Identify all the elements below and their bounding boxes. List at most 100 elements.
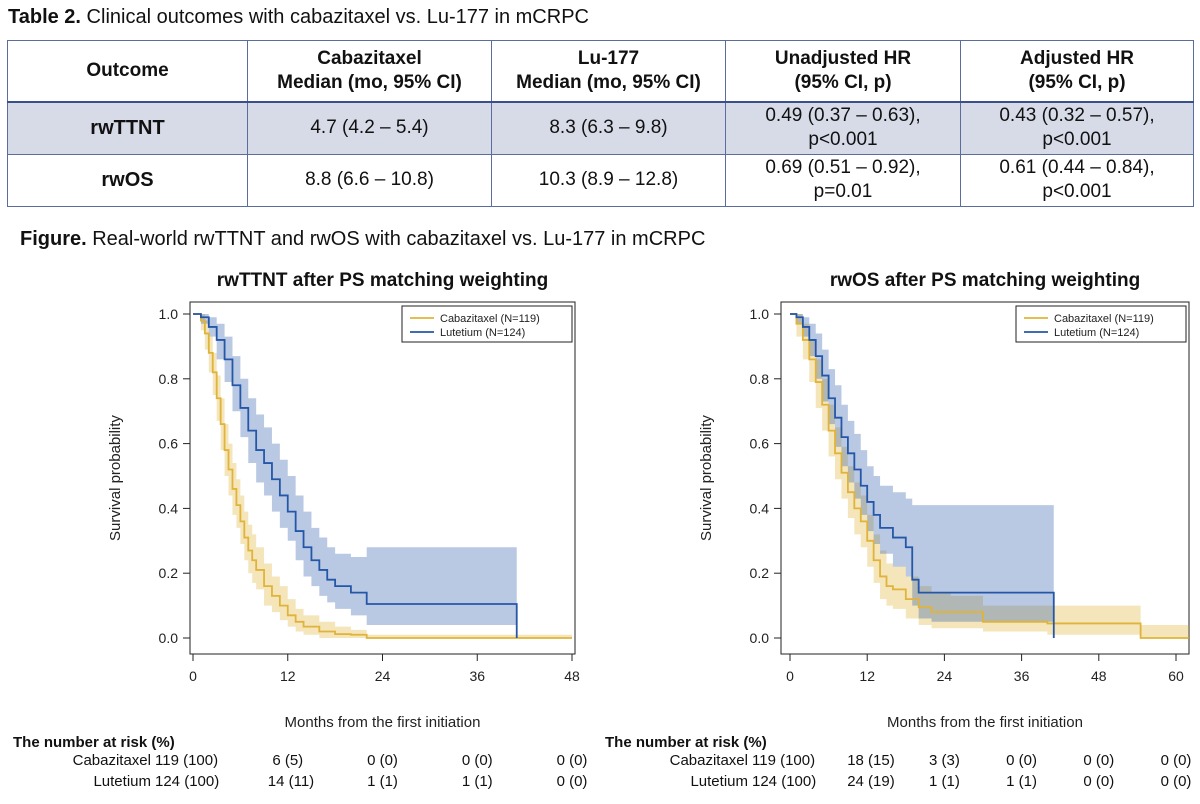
row-adjusted-hr: 0.43 (0.32 – 0.57), p<0.001 [960,101,1194,155]
y-tick-label: 0.6 [159,436,179,452]
x-tick-label: 12 [280,668,296,684]
x-tick-label: 0 [786,668,794,684]
header-outcome-label: Outcome [86,60,169,81]
y-tick-label: 0.2 [159,565,179,581]
x-tick-label: 12 [859,668,875,684]
curves-group [193,313,572,639]
risk-value: 1 (1) [461,773,493,790]
header-cabazitaxel-line2: Median (mo, 95% CI) [277,72,462,93]
risk-value: 0 (0) [556,752,588,769]
risk-value: 0 (0) [1160,752,1192,769]
y-tick-label: 0.2 [750,565,770,581]
x-tick-label: 36 [1014,668,1030,684]
risk-value: 0 (0) [1160,773,1192,790]
table-row: rwTTNT 4.7 (4.2 – 5.4) 8.3 (6.3 – 9.8) 0… [7,101,1194,155]
risk-value: 0 (0) [1006,752,1038,769]
y-tick-label: 1.0 [159,306,179,322]
row-unadjusted-hr-p: p<0.001 [808,129,878,151]
row-unadjusted-hr: 0.49 (0.37 – 0.63), p<0.001 [725,101,961,155]
legend-label-lutetium: Lutetium (N=124) [1054,327,1139,339]
row-cabazitaxel-median: 8.8 (6.6 – 10.8) [247,153,492,207]
row-adjusted-hr-p: p<0.001 [1042,181,1112,202]
y-tick-label: 0.8 [159,371,179,387]
y-tick-label: 0.6 [750,436,770,452]
risk-value: 18 (15) [847,752,895,769]
header-cabazitaxel: Cabazitaxel Median (mo, 95% CI) [247,40,492,103]
row-adjusted-hr-p: p<0.001 [1042,129,1112,151]
outcomes-table: Outcome Cabazitaxel Median (mo, 95% CI) L… [7,40,1194,207]
legend-box [1015,305,1187,343]
y-tick-label: 0.4 [159,500,179,516]
table-caption-text: Clinical outcomes with cabazitaxel vs. L… [81,6,589,28]
table-row: rwOS 8.8 (6.6 – 10.8) 10.3 (8.9 – 12.8) … [7,153,1194,207]
x-tick-label: 48 [1091,668,1107,684]
risk-value: 1 (1) [367,773,398,790]
header-unadjusted-line1: Unadjusted HR [774,48,912,69]
header-unadjusted-hr: Unadjusted HR (95% CI, p) [725,40,961,103]
risk-value: 0 (0) [367,752,398,769]
y-tick-label: 0.4 [750,500,770,516]
km-chart-rwos: rwOS after PS matching weighting 0.0 0.2 0.… [698,270,1190,731]
survival-line-lutetium [790,313,1055,638]
chart-title: rwOS after PS matching weighting [830,270,1140,291]
x-tick-label: 24 [375,668,391,684]
risk-value: 119 (100) [155,752,219,769]
row-outcome: rwTTNT [7,101,248,155]
km-chart-rwttnt: rwTTNT after PS matching weighting 0.0 0.2… [107,270,580,731]
header-outcome: Outcome [7,40,248,103]
risk-value: 0 (0) [1083,752,1115,769]
risk-table-rwttnt: The number at risk (%) Cabazitaxel 119 (10… [13,734,598,798]
risk-value: 3 (3) [928,752,960,769]
row-unadjusted-hr-value: 0.69 (0.51 – 0.92), [765,157,921,178]
risk-row-label: Cabazitaxel [669,752,748,769]
figure-caption: Figure. Real-world rwTTNT and rwOS with … [20,228,705,251]
y-tick-label: 0.0 [750,630,770,646]
header-unadjusted-line2: (95% CI, p) [794,72,892,93]
risk-value: 0 (0) [461,752,493,769]
ci-band-lutetium [193,314,517,626]
row-unadjusted-hr-value: 0.49 (0.37 – 0.63), [765,105,921,127]
table-caption-label: Table 2. [8,6,81,28]
risk-table-rwos: The number at risk (%) Cabazitaxel 119 (10… [605,734,1197,798]
survival-line-cabazitaxel [193,313,572,639]
risk-table-title: The number at risk (%) [13,734,175,751]
legend-box [401,305,573,343]
x-axis-label: Months from the first initiation [887,714,1083,731]
risk-value: 124 (100) [752,773,817,790]
row-cabazitaxel-median: 4.7 (4.2 – 5.4) [247,101,492,155]
row-adjusted-hr-value: 0.61 (0.44 – 0.84), [999,157,1155,178]
plot-frame [780,301,1190,655]
x-tick-label: 60 [1168,668,1184,684]
x-axis-label: Months from the first initiation [285,714,481,731]
table-caption: Table 2. Clinical outcomes with cabazita… [8,6,589,29]
x-tick-label: 24 [937,668,953,684]
table-header-row: Outcome Cabazitaxel Median (mo, 95% CI) L… [7,40,1194,103]
ci-band-lutetium [790,314,1054,622]
x-tick-label: 0 [189,668,197,684]
risk-value: 1 (1) [1006,773,1038,790]
header-lu177-line2: Median (mo, 95% CI) [516,72,701,93]
figure-caption-text: Real-world rwTTNT and rwOS with cabazita… [86,228,706,250]
legend-label-cabazitaxel: Cabazitaxel (N=119) [440,313,540,325]
header-adjusted-line1: Adjusted HR [1020,48,1134,69]
header-lu177-line1: Lu-177 [577,48,640,69]
risk-value: 0 (0) [1083,773,1115,790]
y-axis-label: Survival probability [698,415,715,541]
risk-table-title: The number at risk (%) [605,734,767,751]
risk-value: 14 (11) [267,773,315,790]
curves-group [790,313,1189,639]
y-axis-label: Survival probability [107,415,124,541]
row-outcome: rwOS [7,153,248,207]
risk-value: 124 (100) [155,773,220,790]
x-tick-label: 36 [469,668,485,684]
survival-line-cabazitaxel [790,313,1189,639]
legend-label-lutetium: Lutetium (N=124) [440,327,525,339]
x-tick-label: 48 [564,668,580,684]
header-adjusted-hr: Adjusted HR (95% CI, p) [960,40,1194,103]
risk-value: 6 (5) [272,752,304,769]
risk-value: 119 (100) [752,752,816,769]
risk-value: 0 (0) [556,773,588,790]
figure-caption-label: Figure. [20,228,87,250]
row-lu177-median: 10.3 (8.9 – 12.8) [491,153,726,207]
row-lu177-median: 8.3 (6.3 – 9.8) [491,101,726,155]
